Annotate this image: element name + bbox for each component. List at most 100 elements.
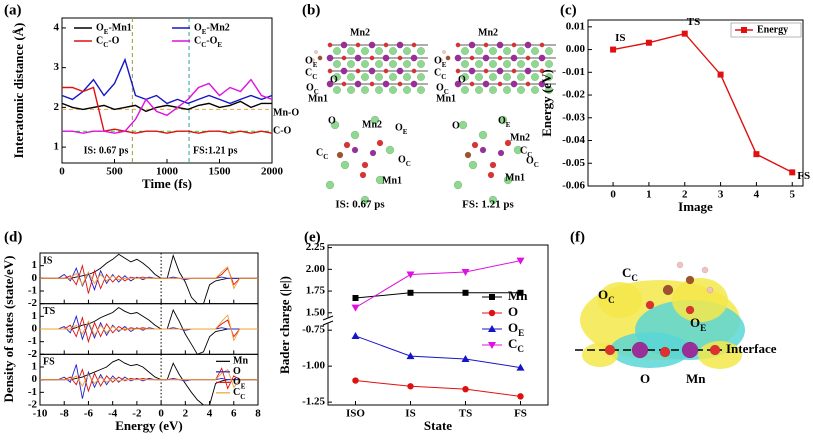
atom-label: O <box>640 371 650 386</box>
atom <box>516 72 526 82</box>
dos-line <box>40 253 258 305</box>
x-axis-label: State <box>424 418 452 433</box>
series-line <box>355 335 521 369</box>
atom <box>525 55 531 61</box>
series-line <box>612 32 793 174</box>
atom <box>631 341 649 359</box>
x-axis-label: Image <box>678 199 713 214</box>
atom <box>524 67 532 75</box>
atom <box>460 46 470 56</box>
atom <box>402 85 412 95</box>
atom <box>454 80 462 88</box>
point <box>407 383 414 390</box>
atom <box>388 85 398 95</box>
atom <box>701 266 709 274</box>
atom <box>354 54 362 62</box>
atom-label: Mn2 <box>350 27 370 38</box>
y-tick-label: -0.05 <box>562 157 585 169</box>
dos-line <box>40 314 258 341</box>
legend-label: OE-Mn2 <box>194 22 230 35</box>
series-line <box>62 86 273 134</box>
y-tick-label: 2 <box>32 348 38 360</box>
atom-label: OC <box>398 154 411 167</box>
atom <box>530 46 540 56</box>
atom <box>709 344 721 356</box>
point <box>351 331 360 339</box>
point <box>351 304 360 312</box>
atom <box>497 149 505 157</box>
atom <box>370 115 380 125</box>
y-tick-label: 1 <box>32 310 38 322</box>
atom <box>538 80 546 88</box>
x-tick-label: 1500 <box>209 166 232 178</box>
atom <box>516 85 526 95</box>
x-tick-label: TS <box>459 408 472 420</box>
atom <box>482 54 490 62</box>
series-line <box>355 292 521 299</box>
series-line <box>355 380 521 397</box>
y-tick-label: 2.25 <box>306 241 326 253</box>
point <box>516 257 525 265</box>
point <box>753 151 760 158</box>
atom <box>375 175 385 185</box>
atom <box>388 46 398 56</box>
atom <box>416 59 426 69</box>
y-tick-label: -0.02 <box>562 89 585 101</box>
atom <box>544 85 554 95</box>
y-tick-label: -0.01 <box>562 66 585 78</box>
state-label: TS <box>43 306 56 317</box>
point <box>462 289 469 296</box>
atom <box>359 171 367 179</box>
y-tick-label: -0.04 <box>562 134 585 146</box>
atom <box>369 55 375 61</box>
y-tick-label: 0 <box>32 323 38 335</box>
atom <box>361 161 369 169</box>
atom <box>351 146 359 154</box>
atom-label: OE <box>498 115 511 128</box>
atom <box>416 85 426 95</box>
atom-label: O <box>452 120 460 131</box>
atom <box>332 46 342 56</box>
atom <box>460 85 470 95</box>
atom <box>355 42 361 48</box>
dos-line <box>40 267 258 292</box>
charge-density <box>598 282 642 318</box>
atom <box>410 80 418 88</box>
legend-label: CC-OE <box>194 35 222 48</box>
y-tick-label: 0 <box>32 272 38 284</box>
atom <box>346 46 356 56</box>
x-tick-label: 4 <box>754 189 760 201</box>
atom <box>659 346 671 358</box>
dos-line <box>40 364 258 399</box>
atom <box>439 58 443 62</box>
atom <box>317 55 323 61</box>
atom <box>497 55 503 61</box>
atom <box>513 145 523 155</box>
atom <box>311 58 315 62</box>
atom <box>544 46 554 56</box>
atom <box>383 68 389 74</box>
atom <box>474 46 484 56</box>
atom <box>454 54 462 62</box>
atom <box>382 80 390 88</box>
atom <box>496 41 504 49</box>
atom <box>360 195 370 205</box>
atom-label: CC <box>622 265 638 283</box>
atom-label: Mn2 <box>362 119 382 130</box>
legend-box <box>730 22 802 38</box>
atom <box>458 120 468 130</box>
atom-label: CC <box>305 67 317 80</box>
atom <box>360 46 370 56</box>
atom <box>482 80 490 88</box>
atom <box>396 67 404 75</box>
atom <box>314 50 318 54</box>
x-tick-label: 6 <box>231 408 237 420</box>
legend-label: CC <box>508 336 524 354</box>
y-tick-label: 3 <box>54 61 60 73</box>
x-tick-label: 8 <box>255 408 261 420</box>
atom <box>460 72 470 82</box>
atom-label: Mn2 <box>478 27 498 38</box>
atom-label: O <box>330 74 338 85</box>
panel-label: (a) <box>4 2 22 18</box>
